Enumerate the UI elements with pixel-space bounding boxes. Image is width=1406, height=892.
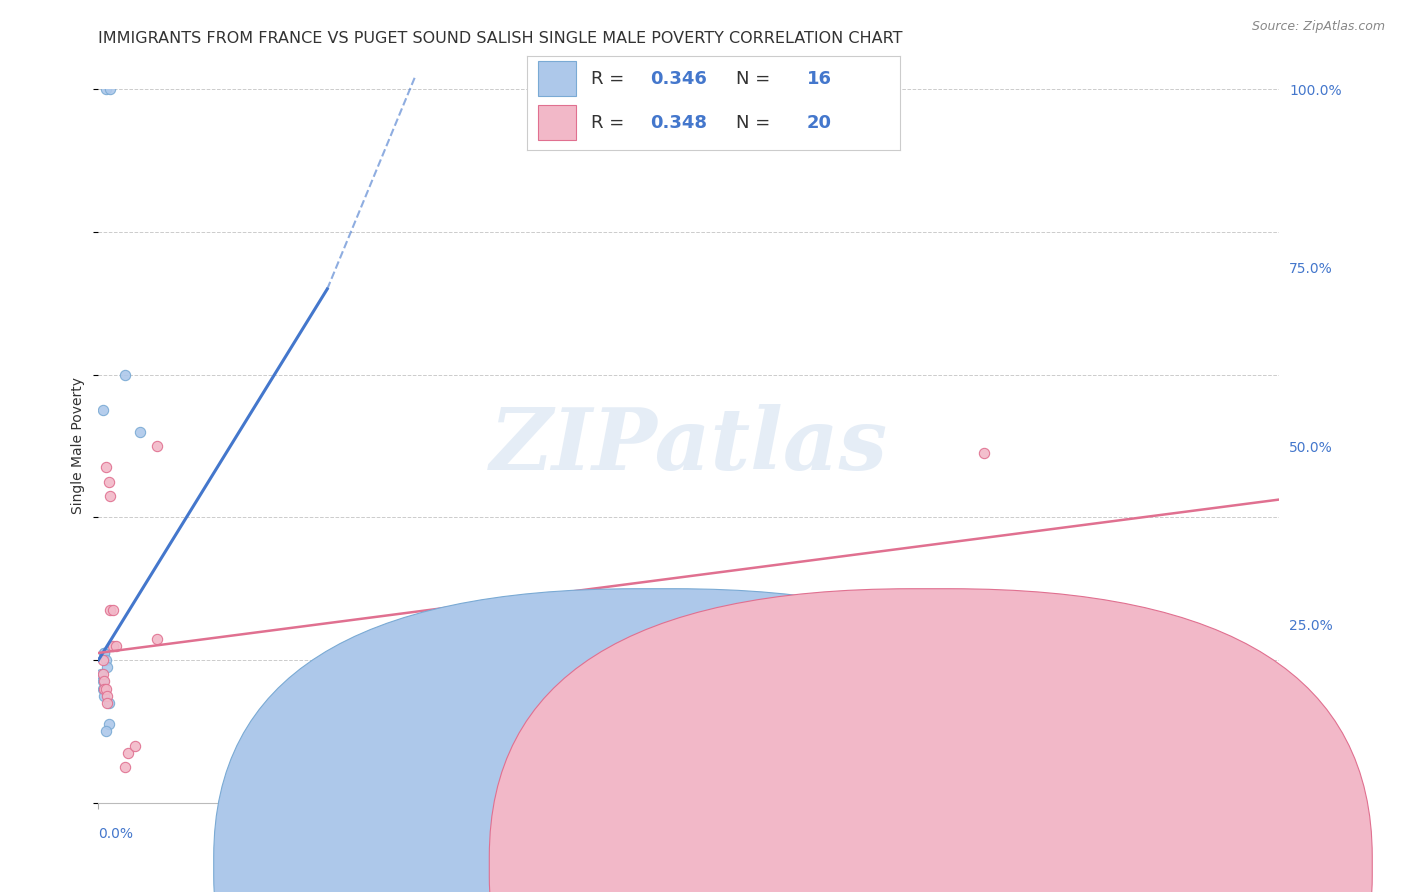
Point bbox=[93, 674, 115, 689]
Point bbox=[93, 681, 115, 696]
Point bbox=[146, 439, 169, 453]
Point bbox=[114, 760, 136, 774]
Point bbox=[94, 82, 117, 96]
Point bbox=[146, 632, 169, 646]
Y-axis label: Single Male Poverty: Single Male Poverty bbox=[72, 377, 86, 515]
Point bbox=[97, 475, 120, 489]
Bar bbox=[538, 61, 575, 96]
Text: IMMIGRANTS FROM FRANCE VS PUGET SOUND SALISH SINGLE MALE POVERTY CORRELATION CHA: IMMIGRANTS FROM FRANCE VS PUGET SOUND SA… bbox=[98, 31, 903, 46]
Point bbox=[105, 639, 128, 653]
Text: 0.346: 0.346 bbox=[650, 70, 707, 87]
Text: 0.0%: 0.0% bbox=[98, 827, 134, 841]
Point bbox=[91, 674, 114, 689]
Point bbox=[98, 82, 121, 96]
Text: 20: 20 bbox=[807, 113, 832, 132]
Text: ZIPatlas: ZIPatlas bbox=[489, 404, 889, 488]
Text: N =: N = bbox=[735, 113, 776, 132]
Point bbox=[97, 696, 120, 710]
Point bbox=[93, 689, 115, 703]
Point bbox=[114, 368, 136, 382]
Text: 80.0%: 80.0% bbox=[1236, 827, 1279, 841]
Bar bbox=[538, 105, 575, 140]
Point bbox=[91, 681, 114, 696]
Point bbox=[96, 689, 118, 703]
Point bbox=[94, 460, 117, 475]
Text: R =: R = bbox=[591, 113, 630, 132]
Point bbox=[973, 446, 995, 460]
Text: Immigrants from France: Immigrants from France bbox=[689, 858, 856, 872]
Point bbox=[97, 717, 120, 731]
Text: Puget Sound Salish: Puget Sound Salish bbox=[963, 858, 1097, 872]
Point bbox=[124, 739, 146, 753]
Point bbox=[93, 646, 115, 660]
Text: 16: 16 bbox=[807, 70, 832, 87]
Point bbox=[98, 603, 121, 617]
Point bbox=[93, 646, 115, 660]
Point bbox=[128, 425, 150, 439]
Text: N =: N = bbox=[735, 70, 776, 87]
Point bbox=[117, 746, 139, 760]
Point bbox=[91, 403, 114, 417]
Text: R =: R = bbox=[591, 70, 630, 87]
Point bbox=[98, 489, 121, 503]
Point bbox=[94, 681, 117, 696]
Point bbox=[103, 603, 125, 617]
Point bbox=[103, 639, 125, 653]
Point bbox=[94, 724, 117, 739]
Point bbox=[90, 667, 112, 681]
Point bbox=[96, 660, 118, 674]
Point bbox=[91, 667, 114, 681]
Text: Source: ZipAtlas.com: Source: ZipAtlas.com bbox=[1251, 20, 1385, 33]
Point bbox=[91, 653, 114, 667]
Point bbox=[96, 696, 118, 710]
Text: 0.348: 0.348 bbox=[650, 113, 707, 132]
Point bbox=[94, 653, 117, 667]
